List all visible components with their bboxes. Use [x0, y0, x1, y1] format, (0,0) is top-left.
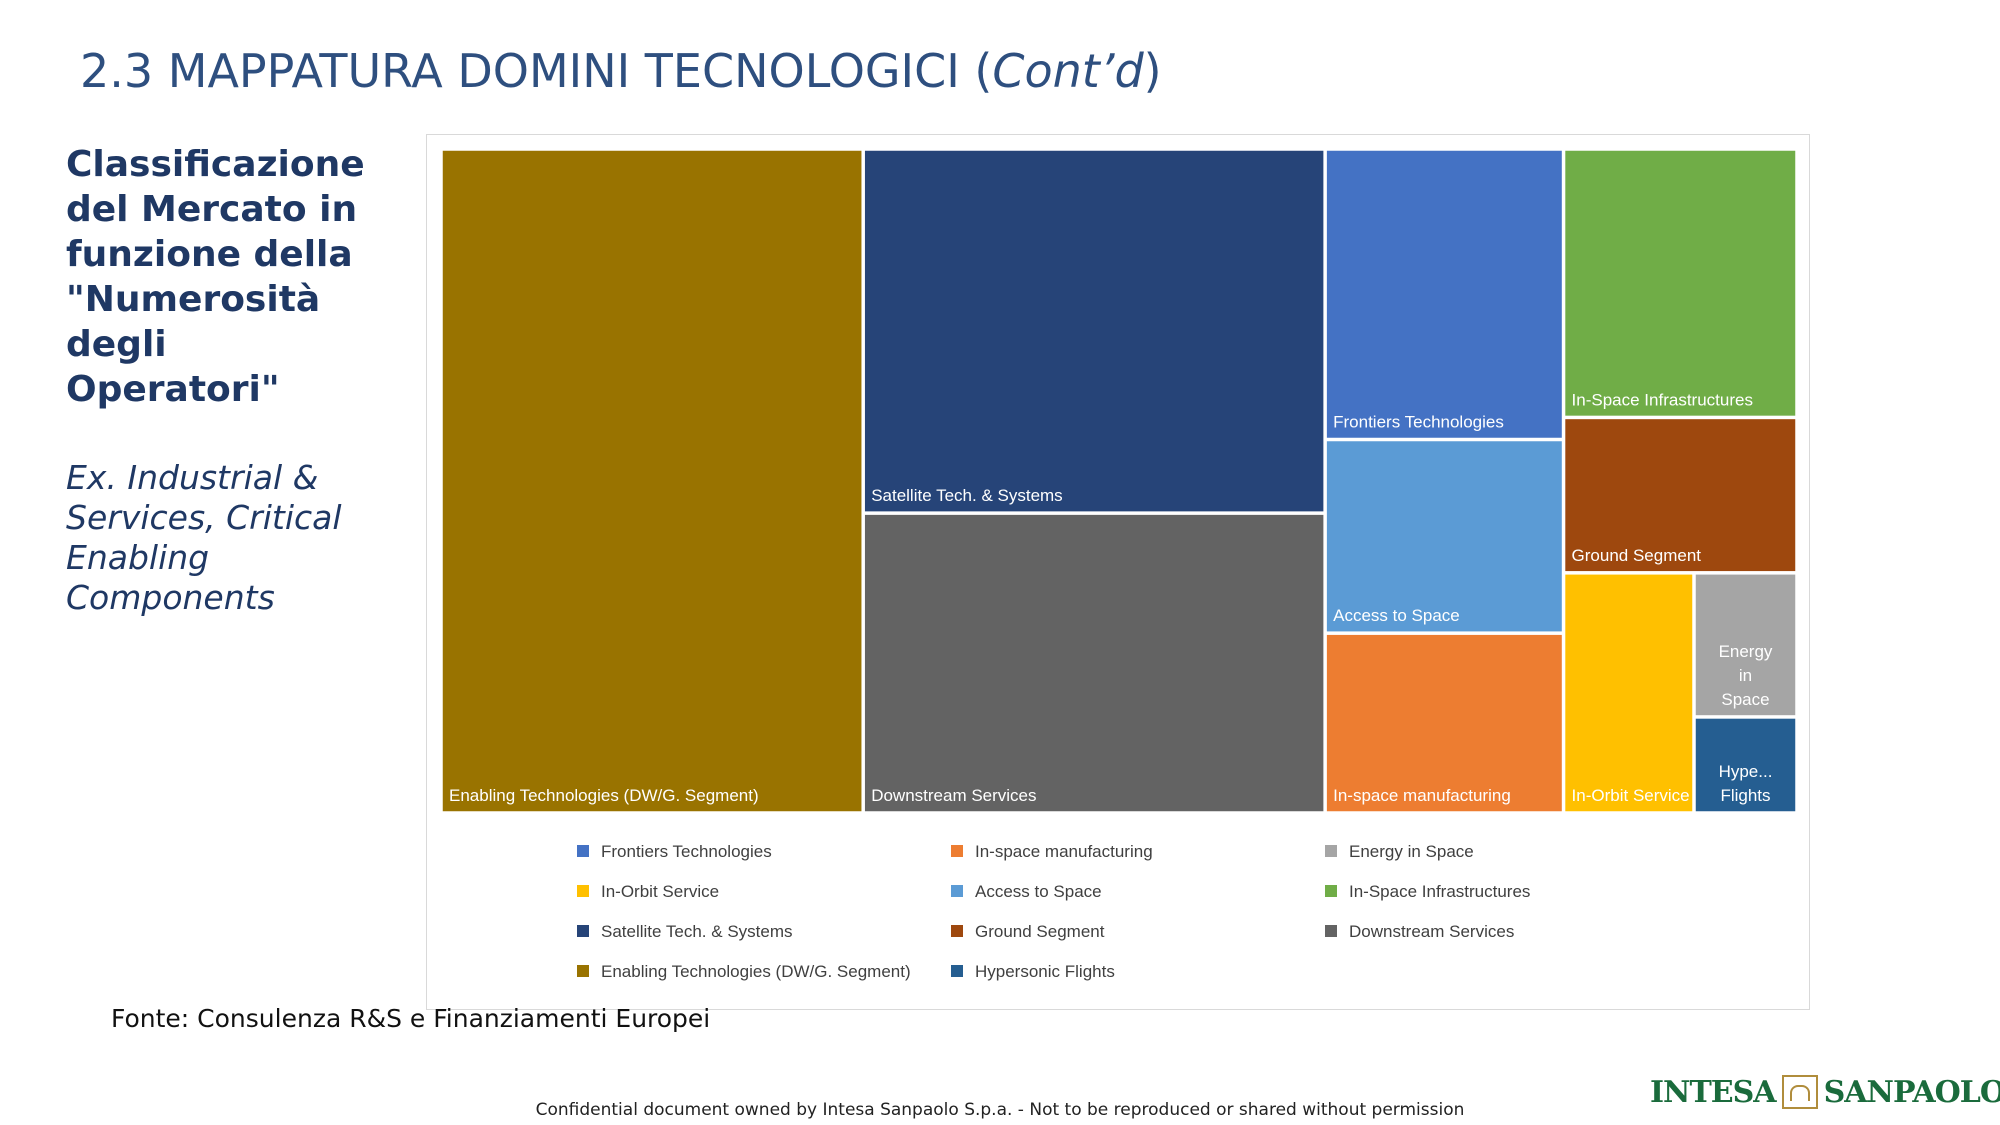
treemap-rect-hypersonic-flights	[1694, 717, 1797, 813]
treemap-rect-energy-in-space	[1694, 573, 1797, 717]
treemap-rect-downstream-services	[863, 513, 1325, 813]
treemap-svg: Enabling Technologies (DW/G. Segment) Sat…	[441, 149, 1797, 981]
treemap-tile-in-space-infrastructures: In-Space Infrastructures	[1563, 149, 1797, 418]
treemap-label-ground-segment: Ground Segment	[1572, 546, 1702, 565]
legend-swatch-hypersonic-flights	[951, 965, 963, 977]
legend-item-in-space-manufacturing: In-space manufacturing	[951, 842, 1153, 861]
treemap-label-energy-in-space-line-1: in	[1739, 666, 1752, 685]
legend-item-energy-in-space: Energy in Space	[1325, 842, 1474, 861]
legend-label-access-to-space: Access to Space	[975, 882, 1102, 901]
title-close: )	[1143, 44, 1162, 98]
legend-item-hypersonic-flights: Hypersonic Flights	[951, 962, 1115, 981]
logo-mark-icon	[1781, 1075, 1818, 1109]
treemap-tile-ground-segment: Ground Segment	[1563, 417, 1797, 573]
treemap-rect-in-space-manufacturing	[1325, 633, 1564, 813]
legend-item-downstream-services: Downstream Services	[1325, 922, 1514, 941]
treemap-rect-in-orbit-service	[1563, 573, 1694, 813]
treemap-label-in-space-manufacturing: In-space manufacturing	[1333, 786, 1511, 805]
treemap-chart: Enabling Technologies (DW/G. Segment) Sat…	[426, 134, 1810, 1010]
legend-label-downstream-services: Downstream Services	[1349, 922, 1514, 941]
treemap-label-in-space-infrastructures: In-Space Infrastructures	[1572, 390, 1753, 409]
treemap-tile-access-to-space: Access to Space	[1325, 439, 1564, 633]
treemap-tile-satellite-tech-systems: Satellite Tech. & Systems	[863, 149, 1325, 513]
legend-item-in-orbit-service: In-Orbit Service	[577, 882, 719, 901]
legend-swatch-downstream-services	[1325, 925, 1337, 937]
treemap-label-hypersonic-flights-line-0: Hype...	[1719, 762, 1773, 781]
treemap-label-frontiers-technologies: Frontiers Technologies	[1333, 413, 1504, 432]
treemap-tile-downstream-services: Downstream Services	[863, 513, 1325, 813]
treemap-tile-energy-in-space: Energy in Space	[1694, 573, 1797, 717]
logo-text-right: SANPAOLO	[1823, 1074, 2000, 1110]
treemap-label-energy-in-space-line-0: Energy	[1719, 642, 1773, 661]
legend-swatch-in-orbit-service	[577, 885, 589, 897]
legend-label-enabling-technologies-dw-g-segment: Enabling Technologies (DW/G. Segment)	[601, 962, 911, 981]
legend-swatch-in-space-manufacturing	[951, 845, 963, 857]
legend-label-energy-in-space: Energy in Space	[1349, 842, 1474, 861]
side-heading: Classificazione del Mercato in funzione …	[66, 144, 365, 410]
treemap-rect-access-to-space	[1325, 439, 1564, 633]
legend-label-hypersonic-flights: Hypersonic Flights	[975, 962, 1115, 981]
title-main: 2.3 MAPPATURA DOMINI TECNOLOGICI (	[80, 44, 993, 98]
legend-label-in-space-manufacturing: In-space manufacturing	[975, 842, 1153, 861]
treemap-rect-satellite-tech-systems	[863, 149, 1325, 513]
treemap-tile-in-space-manufacturing: In-space manufacturing	[1325, 633, 1564, 813]
logo-text-left: INTESA	[1650, 1074, 1777, 1110]
treemap-label-access-to-space: Access to Space	[1333, 606, 1460, 625]
confidential-footer: Confidential document owned by Intesa Sa…	[535, 1100, 1465, 1120]
treemap-tile-in-orbit-service: In-Orbit Service	[1563, 573, 1694, 813]
treemap-tile-enabling-technologies-dw-g-segment: Enabling Technologies (DW/G. Segment)	[441, 149, 863, 813]
legend-swatch-energy-in-space	[1325, 845, 1337, 857]
page-title: 2.3 MAPPATURA DOMINI TECNOLOGICI (Cont’d…	[80, 44, 1162, 98]
legend-swatch-access-to-space	[951, 885, 963, 897]
treemap-label-in-orbit-service: In-Orbit Service	[1572, 786, 1690, 805]
treemap-legend: Frontiers Technologies In-space manufactu…	[577, 842, 1530, 981]
legend-item-frontiers-technologies: Frontiers Technologies	[577, 842, 772, 861]
legend-item-enabling-technologies-dw-g-segment: Enabling Technologies (DW/G. Segment)	[577, 962, 911, 981]
legend-item-ground-segment: Ground Segment	[951, 922, 1105, 941]
treemap-label-enabling-technologies-dw-g-segment: Enabling Technologies (DW/G. Segment)	[449, 786, 759, 805]
title-italic: Cont’d	[992, 44, 1144, 98]
treemap-tile-frontiers-technologies: Frontiers Technologies	[1325, 149, 1564, 440]
source-note: Fonte: Consulenza R&S e Finanziamenti Eu…	[111, 1004, 711, 1033]
legend-swatch-frontiers-technologies	[577, 845, 589, 857]
treemap-tile-hypersonic-flights: Hype... Flights	[1694, 717, 1797, 813]
legend-swatch-enabling-technologies-dw-g-segment	[577, 965, 589, 977]
legend-label-in-orbit-service: In-Orbit Service	[601, 882, 719, 901]
treemap-label-energy-in-space-line-2: Space	[1721, 690, 1769, 709]
treemap-label-downstream-services: Downstream Services	[871, 786, 1036, 805]
side-subheading: Ex. Industrial & Services, Critical Enab…	[66, 458, 342, 617]
treemap-label-satellite-tech-systems: Satellite Tech. & Systems	[871, 486, 1062, 505]
legend-label-satellite-tech-systems: Satellite Tech. & Systems	[601, 922, 793, 941]
treemap-rect-enabling-technologies-dw-g-segment	[441, 149, 863, 813]
treemap-rect-ground-segment	[1563, 417, 1797, 573]
treemap-rect-frontiers-technologies	[1325, 149, 1564, 440]
treemap-label-hypersonic-flights-line-1: Flights	[1720, 786, 1770, 805]
legend-label-frontiers-technologies: Frontiers Technologies	[601, 842, 772, 861]
legend-swatch-ground-segment	[951, 925, 963, 937]
treemap-rect-in-space-infrastructures	[1563, 149, 1797, 418]
legend-swatch-satellite-tech-systems	[577, 925, 589, 937]
legend-swatch-in-space-infrastructures	[1325, 885, 1337, 897]
legend-item-access-to-space: Access to Space	[951, 882, 1102, 901]
intesa-sanpaolo-logo: INTESA SANPAOLO	[1650, 1072, 2000, 1112]
legend-label-ground-segment: Ground Segment	[975, 922, 1105, 941]
legend-item-satellite-tech-systems: Satellite Tech. & Systems	[577, 922, 793, 941]
legend-label-in-space-infrastructures: In-Space Infrastructures	[1349, 882, 1530, 901]
legend-item-in-space-infrastructures: In-Space Infrastructures	[1325, 882, 1530, 901]
